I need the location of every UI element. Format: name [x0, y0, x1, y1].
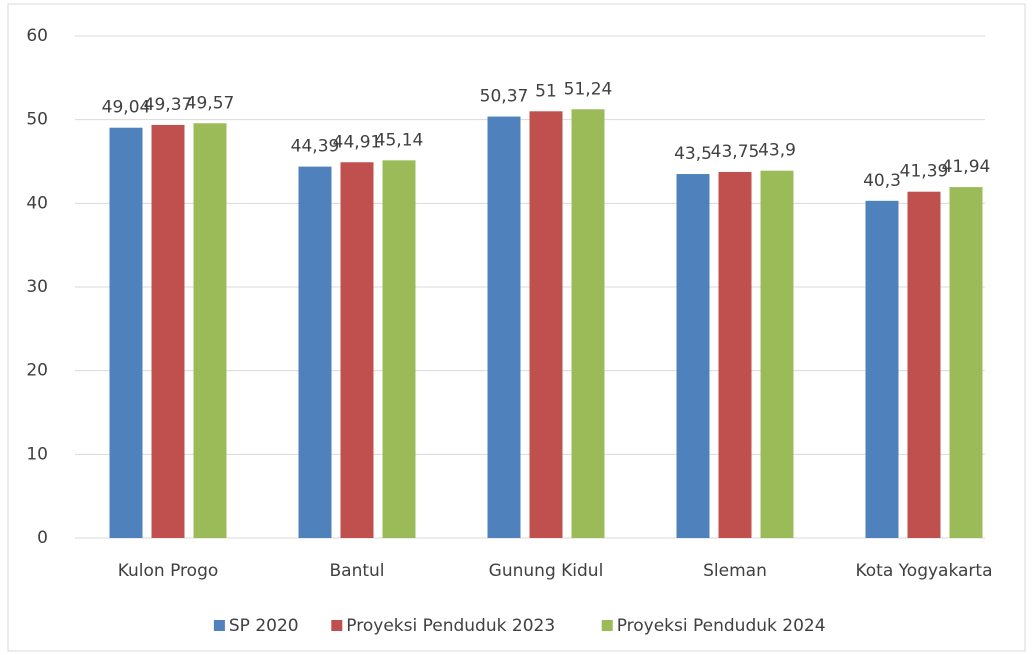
data-label: 44,91 [333, 132, 382, 152]
data-label: 43,5 [674, 144, 712, 164]
legend-label: Proyeksi Penduduk 2024 [617, 616, 826, 636]
data-label: 43,9 [758, 141, 796, 161]
y-tick-label: 30 [26, 277, 48, 297]
y-tick-label: 40 [26, 193, 48, 213]
x-tick-label: Sleman [703, 561, 767, 581]
bar [760, 170, 794, 538]
data-label: 51 [535, 81, 557, 101]
legend-label: Proyeksi Penduduk 2023 [346, 616, 555, 636]
bar [382, 160, 416, 538]
bar [949, 187, 983, 539]
x-tick-label: Kulon Progo [118, 561, 219, 581]
legend-swatch [601, 620, 613, 631]
data-label: 43,75 [711, 142, 760, 162]
bar [298, 166, 332, 538]
bar [529, 111, 563, 539]
legend-label: SP 2020 [229, 616, 299, 636]
y-tick-label: 10 [26, 444, 48, 464]
data-label: 40,3 [863, 171, 901, 191]
x-tick-label: Bantul [329, 561, 384, 581]
legend-swatch [213, 620, 225, 631]
data-label: 41,39 [900, 162, 949, 182]
bar [865, 200, 899, 538]
bar [487, 116, 521, 539]
y-tick-label: 60 [26, 26, 48, 46]
data-label: 49,37 [144, 95, 193, 115]
y-tick-label: 50 [26, 110, 48, 130]
data-label: 51,24 [564, 79, 613, 99]
x-tick-label: Kota Yogyakarta [855, 561, 992, 581]
bar [193, 123, 227, 538]
bar [340, 162, 374, 539]
chart-border [7, 3, 1026, 652]
bar [676, 174, 710, 539]
bar [907, 191, 941, 538]
bar [109, 127, 143, 538]
y-tick-label: 0 [37, 528, 48, 548]
data-label: 50,37 [480, 87, 529, 107]
x-tick-label: Gunung Kidul [489, 561, 604, 581]
data-label: 44,39 [291, 137, 340, 157]
data-label: 45,14 [375, 130, 424, 150]
data-label: 49,57 [186, 93, 235, 113]
bar [718, 171, 752, 539]
bar [571, 109, 605, 539]
data-label: 41,94 [942, 157, 991, 177]
legend-swatch [331, 620, 343, 631]
y-tick-label: 20 [26, 361, 48, 381]
data-label: 49,04 [102, 98, 151, 118]
bar [151, 124, 185, 538]
